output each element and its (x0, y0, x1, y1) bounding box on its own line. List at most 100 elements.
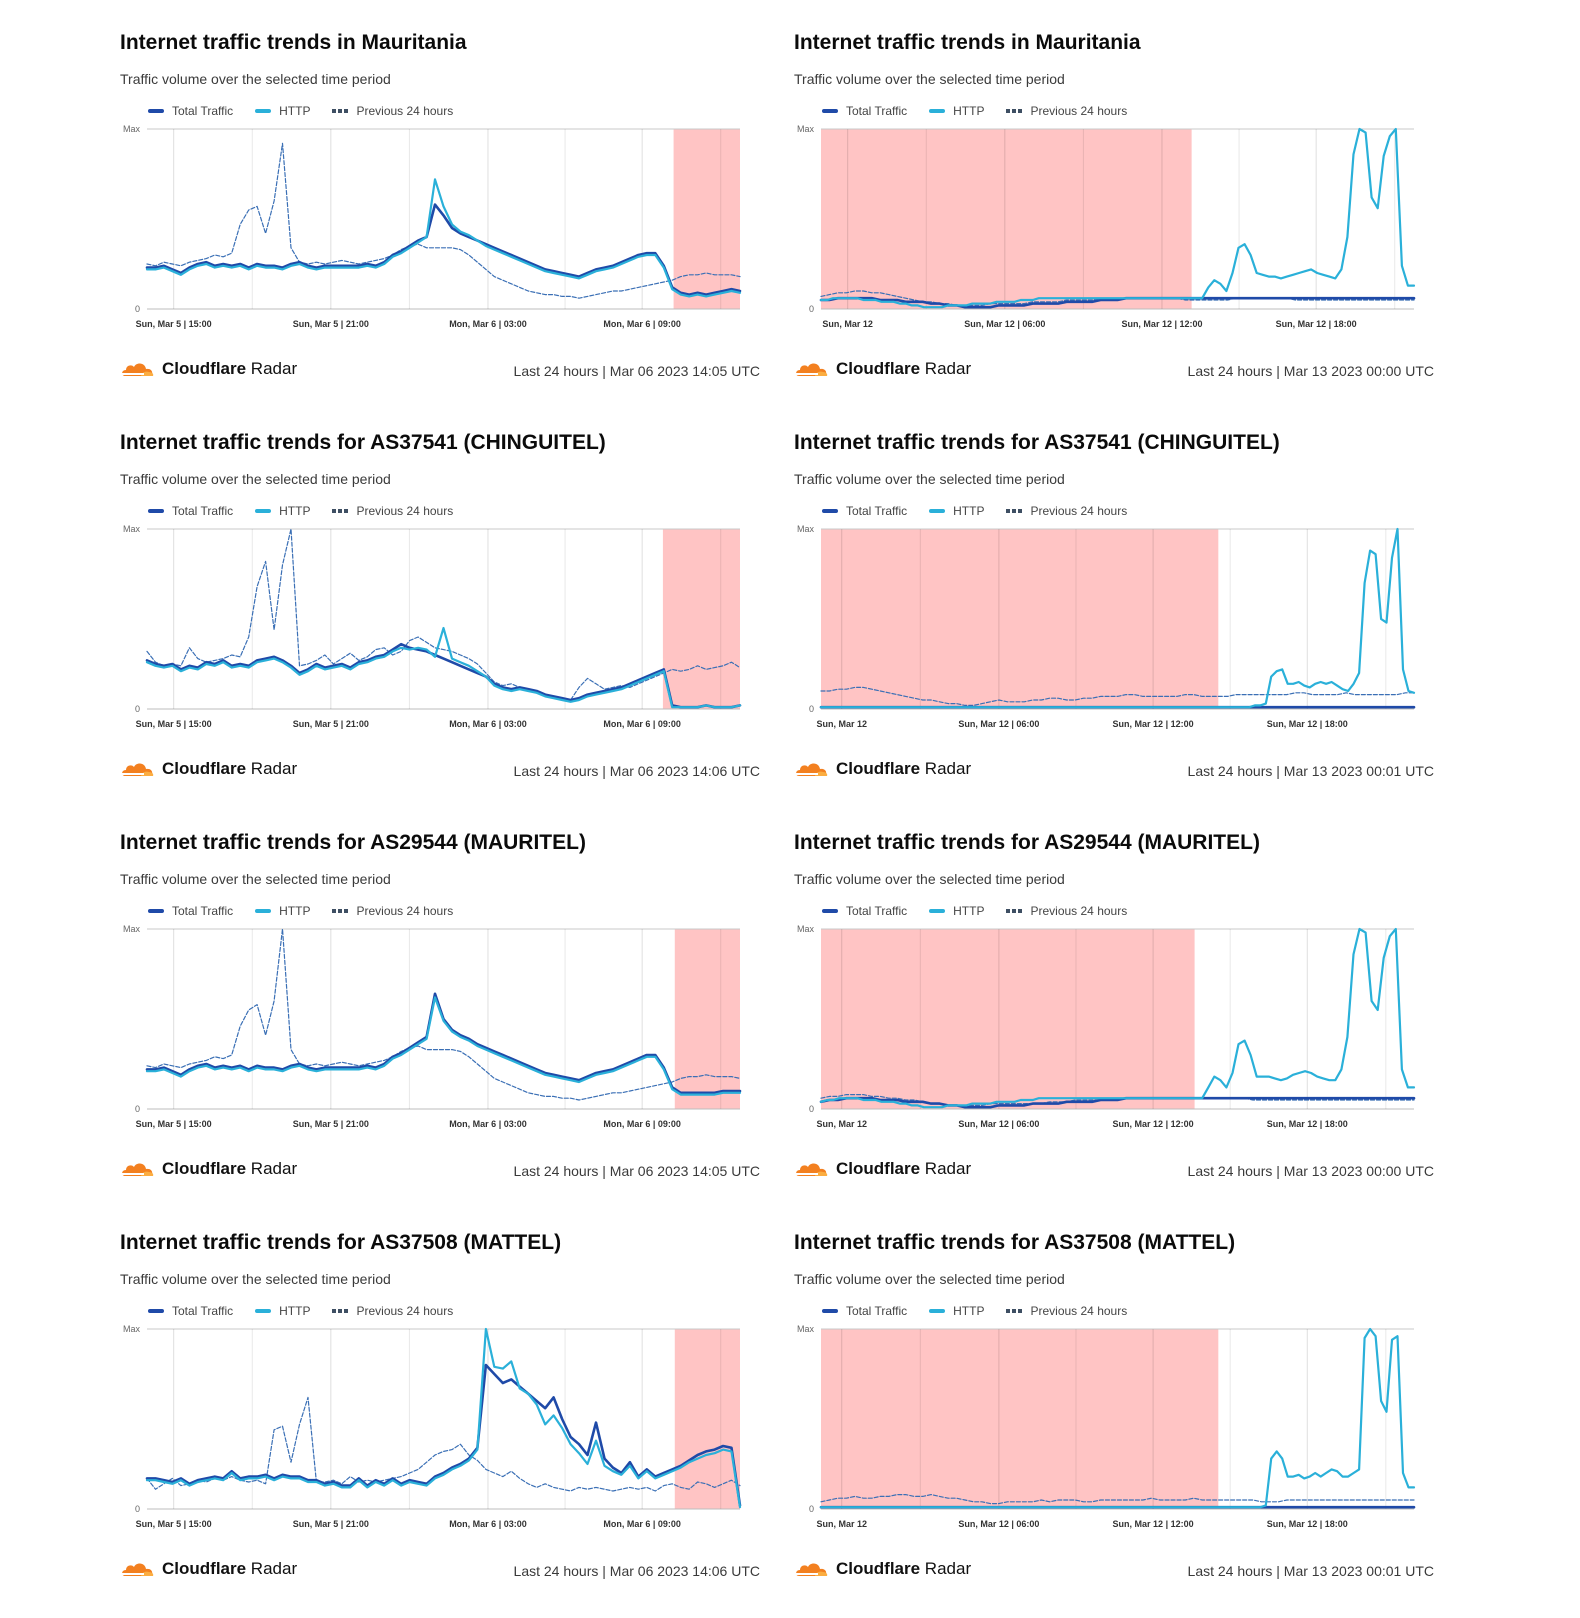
brand-name: Cloudflare Radar (836, 1159, 972, 1178)
legend-item-http[interactable]: HTTP (929, 104, 984, 118)
outage-shade-band (662, 529, 740, 709)
series-line-http (819, 127, 1416, 309)
panel-footer: Cloudflare Radar Last 24 hours | Mar 06 … (120, 753, 760, 789)
cloudflare-cloud-icon (796, 1563, 828, 1576)
x-tick-label: Sun, Mar 5 | 21:00 (293, 1519, 369, 1529)
time-range-stamp: Last 24 hours | Mar 13 2023 00:00 UTC (1187, 363, 1434, 379)
x-tick-label: Sun, Mar 12 | 06:00 (964, 319, 1045, 329)
legend-label-http: HTTP (279, 1304, 311, 1318)
legend-item-http[interactable]: HTTP (255, 104, 310, 118)
traffic-line-chart[interactable]: Sun, Mar 5 | 15:00 Sun, Mar 5 | 21:00 Mon,… (120, 1323, 760, 1549)
legend-label-prev: Previous 24 hours (356, 1304, 454, 1318)
panel-title: Internet traffic trends for AS37508 (MAT… (120, 1231, 562, 1254)
legend-swatch-total (822, 1309, 838, 1313)
series-line-prev (820, 686, 1415, 706)
panel-subtitle: Traffic volume over the selected time pe… (794, 1271, 1065, 1287)
legend-item-http[interactable]: HTTP (255, 1304, 310, 1318)
legend-item-prev[interactable]: Previous 24 hours (1006, 904, 1127, 918)
y-label-zero: 0 (135, 704, 140, 714)
legend-item-prev[interactable]: Previous 24 hours (1006, 504, 1127, 518)
x-tick-label: Mon, Mar 6 | 09:00 (603, 719, 681, 729)
traffic-line-chart[interactable]: Sun, Mar 12 Sun, Mar 12 | 06:00 Sun, Mar 1… (794, 523, 1434, 749)
legend-label-prev: Previous 24 hours (356, 504, 454, 518)
legend-item-total[interactable]: Total Traffic (822, 904, 907, 918)
traffic-line-chart[interactable]: Sun, Mar 12 Sun, Mar 12 | 06:00 Sun, Mar 1… (794, 1323, 1434, 1549)
traffic-panel: Internet traffic trends for AS29544 (MAU… (120, 815, 760, 1195)
x-tick-label: Sun, Mar 12 | 06:00 (958, 719, 1039, 729)
legend-item-total[interactable]: Total Traffic (148, 104, 233, 118)
outage-shade-band (821, 1329, 1219, 1509)
legend-item-http[interactable]: HTTP (929, 504, 984, 518)
legend-item-prev[interactable]: Previous 24 hours (1006, 104, 1127, 118)
cloudflare-radar-logo[interactable]: Cloudflare Radar (794, 759, 971, 779)
traffic-line-chart[interactable]: Sun, Mar 5 | 15:00 Sun, Mar 5 | 21:00 Mon,… (120, 123, 760, 349)
legend-item-total[interactable]: Total Traffic (148, 904, 233, 918)
cloudflare-cloud-icon (796, 363, 828, 376)
x-tick-label: Mon, Mar 6 | 03:00 (449, 319, 527, 329)
legend-item-prev[interactable]: Previous 24 hours (1006, 1304, 1127, 1318)
legend-item-total[interactable]: Total Traffic (822, 104, 907, 118)
traffic-line-chart[interactable]: Sun, Mar 5 | 15:00 Sun, Mar 5 | 21:00 Mon,… (120, 923, 760, 1149)
traffic-line-chart[interactable]: Sun, Mar 12 Sun, Mar 12 | 06:00 Sun, Mar 1… (794, 923, 1434, 1149)
brand-name: Cloudflare Radar (162, 359, 298, 378)
legend-item-total[interactable]: Total Traffic (148, 1304, 233, 1318)
legend-label-prev: Previous 24 hours (1030, 504, 1128, 518)
legend-item-prev[interactable]: Previous 24 hours (332, 904, 453, 918)
legend-item-total[interactable]: Total Traffic (822, 1304, 907, 1318)
legend-swatch-http (255, 909, 272, 913)
legend-label-http: HTTP (953, 1304, 985, 1318)
series-line-total (145, 203, 742, 296)
panel-footer: Cloudflare Radar Last 24 hours | Mar 06 … (120, 353, 760, 389)
legend-item-prev[interactable]: Previous 24 hours (332, 104, 453, 118)
cloudflare-cloud-icon (122, 363, 154, 376)
legend-swatch-prev (332, 909, 349, 913)
x-tick-label: Sun, Mar 5 | 21:00 (293, 719, 369, 729)
series-line-total (819, 1096, 1416, 1109)
legend-item-http[interactable]: HTTP (255, 904, 310, 918)
cloudflare-radar-logo[interactable]: Cloudflare Radar (794, 359, 971, 379)
x-tick-label: Sun, Mar 12 (816, 1519, 867, 1529)
x-tick-label: Sun, Mar 12 | 12:00 (1121, 319, 1202, 329)
legend-label-http: HTTP (953, 104, 985, 118)
time-range-stamp: Last 24 hours | Mar 06 2023 14:05 UTC (513, 1163, 760, 1179)
x-tick-label: Sun, Mar 12 | 12:00 (1113, 719, 1194, 729)
legend-label-total: Total Traffic (172, 1304, 234, 1318)
legend-item-http[interactable]: HTTP (929, 1304, 984, 1318)
y-label-zero: 0 (135, 1504, 140, 1514)
legend-item-total[interactable]: Total Traffic (148, 504, 233, 518)
cloudflare-radar-logo[interactable]: Cloudflare Radar (120, 1559, 297, 1579)
y-label-max: Max (123, 924, 141, 934)
cloudflare-radar-logo[interactable]: Cloudflare Radar (120, 1159, 297, 1179)
legend-label-http: HTTP (279, 104, 311, 118)
outage-shade-band (674, 1329, 740, 1509)
legend-item-http[interactable]: HTTP (929, 904, 984, 918)
cloudflare-radar-logo[interactable]: Cloudflare Radar (794, 1559, 971, 1579)
legend-item-prev[interactable]: Previous 24 hours (332, 504, 453, 518)
legend-label-http: HTTP (953, 904, 985, 918)
legend-item-http[interactable]: HTTP (255, 504, 310, 518)
cloudflare-radar-logo[interactable]: Cloudflare Radar (794, 1159, 971, 1179)
legend-swatch-http (929, 1309, 946, 1313)
y-label-max: Max (797, 124, 815, 134)
cloudflare-radar-logo[interactable]: Cloudflare Radar (120, 359, 297, 379)
traffic-line-chart[interactable]: Sun, Mar 12 Sun, Mar 12 | 06:00 Sun, Mar 1… (794, 123, 1434, 349)
panel-subtitle: Traffic volume over the selected time pe… (120, 1271, 391, 1287)
series-line-http (819, 927, 1416, 1109)
panel-footer: Cloudflare Radar Last 24 hours | Mar 13 … (794, 353, 1434, 389)
traffic-panel: Internet traffic trends in Mauritania Tr… (120, 15, 760, 395)
x-tick-label: Mon, Mar 6 | 03:00 (449, 719, 527, 729)
series-line-http (145, 178, 742, 298)
traffic-line-chart[interactable]: Sun, Mar 5 | 15:00 Sun, Mar 5 | 21:00 Mon,… (120, 523, 760, 749)
series-line-prev (146, 142, 741, 299)
legend-label-total: Total Traffic (846, 1304, 908, 1318)
x-tick-label: Sun, Mar 12 | 18:00 (1267, 1119, 1348, 1129)
legend-item-prev[interactable]: Previous 24 hours (332, 1304, 453, 1318)
cloudflare-radar-logo[interactable]: Cloudflare Radar (120, 759, 297, 779)
x-tick-label: Sun, Mar 12 (816, 1119, 867, 1129)
legend-swatch-http (255, 109, 272, 113)
legend-item-total[interactable]: Total Traffic (822, 504, 907, 518)
panel-subtitle: Traffic volume over the selected time pe… (794, 471, 1065, 487)
traffic-panel: Internet traffic trends for AS37541 (CHI… (120, 415, 760, 795)
series-line-http (819, 527, 1416, 709)
traffic-panel: Internet traffic trends for AS37508 (MAT… (120, 1215, 760, 1595)
